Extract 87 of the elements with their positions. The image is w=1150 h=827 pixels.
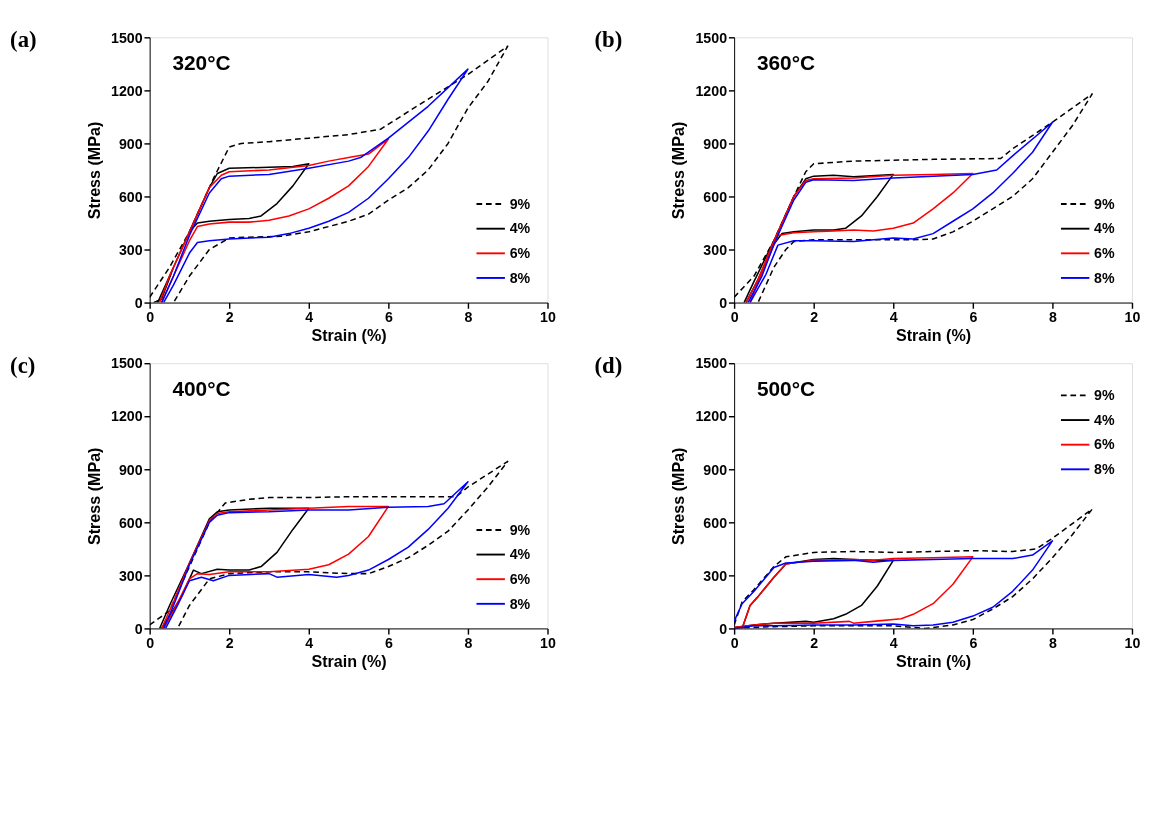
x-axis-title: Strain (%): [895, 651, 972, 670]
x-tick-label: 0: [146, 309, 155, 325]
y-tick-label: 1500: [111, 29, 143, 46]
x-tick-label: 8: [464, 634, 473, 651]
legend-label: 9%: [1094, 387, 1115, 404]
legend-label: 4%: [509, 220, 531, 237]
annotation: 500°C: [756, 377, 815, 401]
chart-title: (b): [594, 26, 623, 52]
y-tick-label: 600: [703, 514, 728, 531]
x-tick-label: 0: [146, 634, 155, 651]
y-tick-label: 1200: [111, 408, 143, 425]
x-tick-label: 2: [225, 309, 234, 325]
y-tick-label: 1500: [111, 355, 143, 372]
line-series: [158, 138, 390, 303]
x-tick-label: 2: [225, 634, 234, 651]
y-tick-label: 300: [703, 241, 728, 258]
x-tick-label: 2: [810, 634, 819, 651]
y-axis-title: Stress (MPa): [84, 121, 103, 220]
legend-label: 9%: [509, 521, 531, 538]
legend-label: 9%: [1094, 195, 1115, 212]
chart-title: (c): [10, 352, 36, 378]
line-series: [160, 505, 390, 629]
chart-title: (a): [10, 26, 37, 52]
x-axis-title: Strain (%): [895, 325, 972, 344]
legend-label: 8%: [509, 595, 531, 612]
x-tick-label: 10: [540, 309, 556, 325]
line-series: [747, 121, 1054, 303]
legend-label: 6%: [1094, 245, 1115, 262]
x-axis-title: Strain (%): [311, 325, 387, 344]
x-tick-label: 0: [730, 634, 739, 651]
y-tick-label: 1500: [695, 355, 728, 372]
y-axis-title: Stress (MPa): [669, 121, 688, 220]
x-tick-label: 4: [305, 634, 314, 651]
x-tick-label: 4: [889, 634, 898, 651]
x-tick-label: 10: [540, 634, 556, 651]
x-tick-label: 8: [1048, 634, 1057, 651]
x-tick-label: 6: [969, 309, 978, 325]
x-tick-label: 6: [384, 309, 393, 325]
line-series: [734, 540, 1054, 629]
x-tick-label: 0: [730, 309, 739, 325]
legend-label: 6%: [509, 245, 531, 262]
y-tick-label: 1500: [695, 29, 728, 46]
y-axis-title: Stress (MPa): [84, 447, 103, 546]
x-axis-title: Strain (%): [311, 651, 387, 670]
y-tick-label: 0: [134, 620, 143, 637]
x-tick-label: 4: [305, 309, 314, 325]
y-tick-label: 900: [118, 135, 143, 152]
y-tick-label: 300: [118, 241, 143, 258]
legend-label: 4%: [509, 546, 531, 563]
x-tick-label: 8: [1048, 309, 1057, 325]
line-series: [162, 480, 469, 629]
x-tick-label: 6: [384, 634, 393, 651]
chart-title: (d): [594, 352, 623, 378]
y-tick-label: 1200: [695, 408, 728, 425]
y-tick-label: 900: [703, 461, 728, 478]
annotation: 320°C: [172, 51, 231, 75]
y-tick-label: 600: [118, 514, 143, 531]
x-tick-label: 2: [810, 309, 819, 325]
legend-label: 8%: [1094, 269, 1115, 286]
y-axis-title: Stress (MPa): [669, 447, 688, 546]
annotation: 360°C: [756, 51, 815, 75]
legend-label: 4%: [1094, 220, 1115, 237]
y-tick-label: 0: [719, 294, 728, 311]
legend-label: 8%: [1094, 461, 1115, 478]
x-tick-label: 4: [889, 309, 898, 325]
x-tick-label: 6: [969, 634, 978, 651]
x-tick-label: 10: [1124, 309, 1141, 325]
y-tick-label: 300: [703, 567, 728, 584]
y-tick-label: 300: [118, 567, 143, 584]
legend-label: 9%: [509, 195, 531, 212]
y-tick-label: 0: [134, 294, 143, 311]
legend-label: 6%: [509, 570, 531, 587]
y-tick-label: 1200: [111, 82, 143, 99]
y-tick-label: 900: [703, 135, 728, 152]
y-tick-label: 600: [118, 188, 143, 205]
annotation: 400°C: [172, 377, 231, 401]
legend-label: 4%: [1094, 411, 1115, 428]
x-tick-label: 10: [1124, 634, 1141, 651]
line-series: [745, 172, 974, 303]
y-tick-label: 900: [118, 461, 143, 478]
y-tick-label: 1200: [695, 82, 728, 99]
legend-label: 8%: [509, 269, 531, 286]
y-tick-label: 0: [719, 620, 728, 637]
line-series: [160, 68, 469, 303]
x-tick-label: 8: [464, 309, 473, 325]
y-tick-label: 600: [703, 188, 728, 205]
legend-label: 6%: [1094, 436, 1115, 453]
